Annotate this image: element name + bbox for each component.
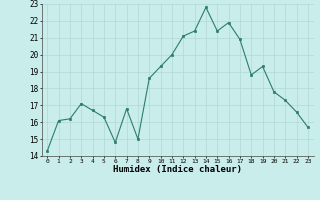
X-axis label: Humidex (Indice chaleur): Humidex (Indice chaleur)	[113, 165, 242, 174]
